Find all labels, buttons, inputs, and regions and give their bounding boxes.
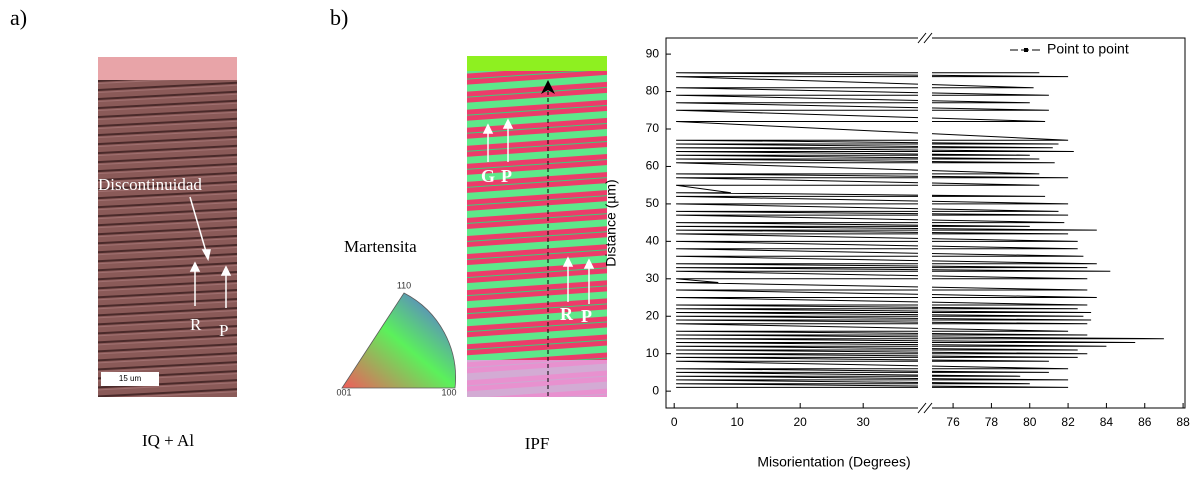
x-tick-label: 76 (946, 415, 960, 429)
triangle-label: 110 (397, 280, 411, 290)
micrograph (98, 57, 237, 397)
arrows (189, 196, 232, 308)
arrowhead (541, 80, 555, 94)
y-tick-label: 40 (646, 234, 660, 248)
annotation: P (501, 166, 512, 186)
data-line (676, 72, 1164, 388)
break-mark (923, 402, 933, 414)
y-tick-label: 20 (646, 308, 660, 322)
x-tick-label: 80 (1023, 415, 1037, 429)
panel-label: b) (330, 5, 348, 30)
y-tick-label: 60 (646, 159, 660, 173)
legend-marker (1024, 48, 1028, 52)
annotation: R (190, 315, 202, 334)
y-tick-label: 80 (646, 84, 660, 98)
annotation: P (581, 306, 592, 326)
scale-bar-label: 15 um (119, 374, 142, 383)
caption: IQ + Al (142, 431, 194, 450)
annotation: G (481, 166, 495, 186)
x-tick-label: 0 (671, 415, 678, 429)
legend-title: Martensita (344, 237, 417, 256)
scale-bar (101, 372, 159, 386)
ipf-map (467, 56, 607, 397)
triangle-label: 100 (441, 387, 456, 397)
y-tick-label: 70 (646, 121, 660, 135)
x-tick-label: 10 (731, 415, 745, 429)
y-axis-label: Distance (µm) (603, 179, 619, 266)
break-mark (917, 32, 927, 44)
arrows (482, 118, 595, 304)
coating (98, 57, 237, 80)
break-mark (923, 32, 933, 44)
x-axis-label: Misorientation (Degrees) (757, 454, 910, 470)
x-tick-label: 30 (857, 415, 871, 429)
panel-label: a) (10, 5, 27, 30)
bottom-region (467, 360, 607, 397)
chart: Misorientation (Degrees) Distance (µm) 0… (603, 32, 1190, 470)
x-tick-label: 84 (1100, 415, 1114, 429)
x-tick-label: 78 (985, 415, 999, 429)
y-tick-label: 90 (646, 46, 660, 60)
x-tick-label: 82 (1061, 415, 1075, 429)
annotation: R (560, 304, 574, 324)
x-tick-label: 86 (1138, 415, 1152, 429)
annotation: Discontinuidad (98, 175, 202, 194)
triangle-label: 001 (336, 387, 351, 397)
break-mark (917, 402, 927, 414)
legend-label: Point to point (1047, 41, 1129, 57)
y-tick-label: 30 (646, 271, 660, 285)
coating (467, 56, 607, 71)
ipf-triangle (341, 292, 456, 389)
y-tick-label: 0 (652, 383, 659, 397)
x-tick-label: 88 (1176, 415, 1190, 429)
annotation: P (219, 321, 228, 340)
axis-break (918, 36, 932, 410)
y-tick-label: 50 (646, 196, 660, 210)
frame (665, 37, 1186, 409)
caption: IPF (525, 434, 550, 453)
x-tick-label: 20 (794, 415, 808, 429)
y-tick-label: 10 (646, 346, 660, 360)
